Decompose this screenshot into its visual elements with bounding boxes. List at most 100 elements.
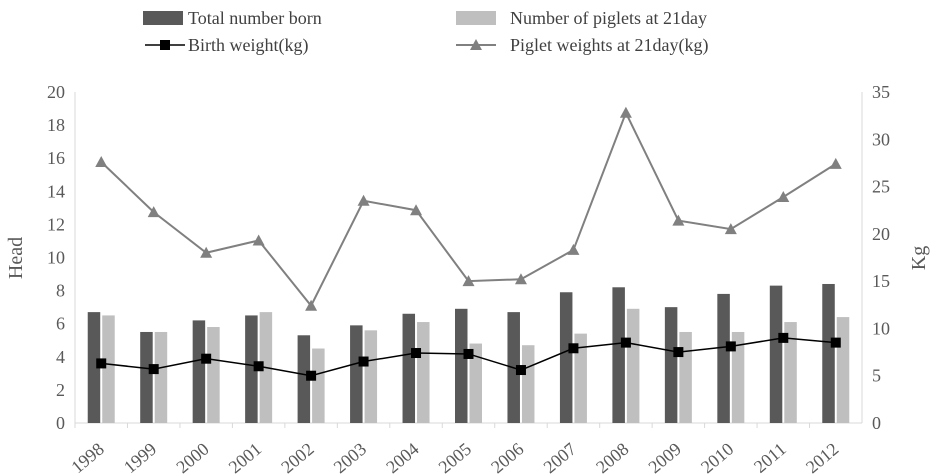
marker-birth-weight bbox=[96, 358, 107, 369]
bar-total-born bbox=[297, 335, 311, 423]
y-tick-label: 4 bbox=[56, 347, 65, 367]
marker-birth-weight bbox=[306, 370, 317, 381]
marker-birth-weight bbox=[358, 356, 369, 367]
bar-total-born bbox=[350, 325, 363, 423]
marker-birth-weight bbox=[515, 365, 526, 376]
x-tick-label: 2011 bbox=[750, 439, 790, 474]
marker-piglet-weights bbox=[462, 275, 475, 287]
marker-birth-weight bbox=[411, 348, 422, 359]
bar-piglets-21day bbox=[574, 333, 587, 423]
y-tick-label: 18 bbox=[47, 115, 65, 135]
marker-birth-weight bbox=[830, 337, 841, 348]
marker-birth-weight bbox=[725, 341, 736, 352]
bar-piglets-21day bbox=[207, 327, 220, 423]
marker-birth-weight bbox=[201, 353, 212, 364]
x-tick-label: 2006 bbox=[487, 439, 527, 474]
bar-piglets-21day bbox=[364, 330, 378, 423]
marker-birth-weight bbox=[620, 337, 631, 348]
y2-tick-label: 30 bbox=[872, 129, 890, 149]
bar-piglets-21day bbox=[469, 343, 482, 423]
x-tick-label: 2000 bbox=[172, 439, 212, 474]
bar-piglets-21day bbox=[836, 317, 850, 423]
x-tick-label: 2009 bbox=[645, 439, 685, 474]
x-tick-label: 2005 bbox=[435, 439, 475, 474]
bar-total-born bbox=[455, 308, 468, 423]
marker-piglet-weights bbox=[357, 194, 370, 206]
legend-label-total-born: Total number born bbox=[188, 8, 322, 28]
y-tick-label: 2 bbox=[56, 380, 65, 400]
marker-piglet-weights bbox=[252, 234, 265, 246]
marker-piglet-weights bbox=[567, 243, 580, 255]
bar-total-born bbox=[192, 320, 206, 423]
marker-piglet-weights bbox=[410, 204, 423, 216]
marker-birth-weight bbox=[148, 364, 159, 375]
y2-tick-label: 20 bbox=[872, 224, 890, 244]
y-tick-label: 12 bbox=[47, 214, 65, 234]
marker-piglet-weights bbox=[95, 155, 108, 167]
marker-birth-weight bbox=[253, 361, 264, 372]
bar-total-born bbox=[612, 287, 625, 423]
legend-marker-birth-weight bbox=[160, 40, 170, 50]
bar-piglets-21day bbox=[417, 322, 430, 423]
bar-total-born bbox=[664, 307, 678, 423]
y2-tick-label: 0 bbox=[872, 413, 881, 433]
x-tick-label: 2003 bbox=[330, 439, 370, 474]
y2-axis-title: Kg bbox=[908, 246, 930, 270]
bar-piglets-21day bbox=[784, 322, 797, 423]
y-axis-title: Head bbox=[5, 237, 27, 279]
x-tick-label: 2008 bbox=[592, 439, 632, 474]
y2-tick-label: 25 bbox=[872, 177, 890, 197]
y-tick-label: 16 bbox=[47, 148, 65, 168]
legend: Total number born Number of piglets at 2… bbox=[143, 8, 708, 56]
bar-piglets-21day bbox=[312, 348, 325, 423]
legend-label-piglet-weights: Piglet weights at 21day(kg) bbox=[510, 35, 708, 56]
marker-birth-weight bbox=[778, 332, 789, 343]
bar-total-born bbox=[769, 285, 783, 423]
x-tick-label: 1998 bbox=[67, 439, 107, 474]
bar-total-born bbox=[87, 312, 101, 423]
bar-total-born bbox=[717, 293, 730, 423]
x-tick-label: 2010 bbox=[697, 439, 737, 474]
bars bbox=[87, 283, 850, 423]
legend-label-birth-weight: Birth weight(kg) bbox=[188, 35, 308, 56]
marker-birth-weight bbox=[568, 343, 579, 354]
legend-swatch-total-born bbox=[143, 11, 183, 25]
marker-piglet-weights bbox=[724, 223, 737, 235]
x-tick-label: 1999 bbox=[120, 439, 160, 474]
x-tick-label: 2002 bbox=[277, 439, 317, 474]
bar-total-born bbox=[140, 331, 153, 423]
y-tick-label: 0 bbox=[56, 413, 65, 433]
y-tick-label: 6 bbox=[56, 314, 65, 334]
bar-total-born bbox=[245, 315, 258, 423]
y2-tick-label: 10 bbox=[872, 318, 890, 338]
y-tick-label: 8 bbox=[56, 281, 65, 301]
x-tick-label: 2004 bbox=[382, 439, 422, 474]
y2-tick-label: 35 bbox=[872, 82, 890, 102]
x-tick-label: 2007 bbox=[540, 439, 580, 474]
bar-total-born bbox=[559, 292, 573, 423]
marker-piglet-weights bbox=[147, 206, 160, 218]
marker-piglet-weights bbox=[514, 273, 527, 285]
y2-tick-label: 15 bbox=[872, 271, 890, 291]
marker-piglet-weights bbox=[777, 190, 790, 202]
bar-total-born bbox=[822, 283, 835, 423]
bar-piglets-21day bbox=[154, 331, 168, 423]
bar-total-born bbox=[402, 313, 416, 423]
bar-piglets-21day bbox=[626, 308, 640, 423]
y-tick-label: 20 bbox=[47, 82, 65, 102]
bar-piglets-21day bbox=[521, 345, 535, 423]
legend-marker-piglet-weights bbox=[470, 39, 482, 50]
lines bbox=[95, 106, 842, 381]
y-tick-label: 10 bbox=[47, 248, 65, 268]
x-tick-label: 2012 bbox=[802, 439, 842, 474]
marker-piglet-weights bbox=[305, 299, 318, 311]
marker-birth-weight bbox=[463, 348, 474, 359]
marker-piglet-weights bbox=[200, 246, 213, 258]
marker-birth-weight bbox=[673, 347, 684, 358]
x-tick-label: 2001 bbox=[225, 439, 265, 474]
legend-swatch-piglets-21day bbox=[456, 11, 496, 25]
marker-piglet-weights bbox=[672, 214, 685, 226]
bar-piglets-21day bbox=[679, 331, 692, 423]
y2-tick-label: 5 bbox=[872, 366, 881, 386]
